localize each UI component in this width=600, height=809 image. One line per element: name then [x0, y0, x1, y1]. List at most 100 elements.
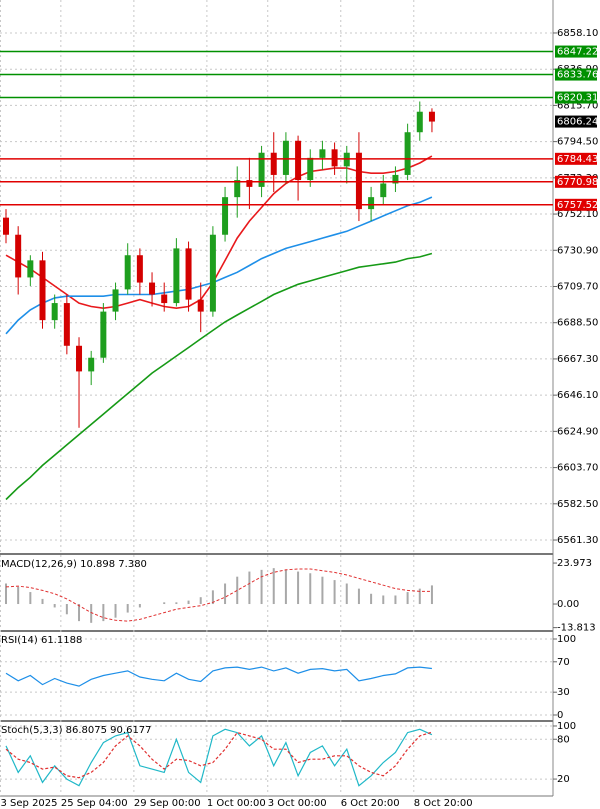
histogram-bar — [418, 588, 421, 605]
candle-body — [392, 174, 399, 184]
y-tick-label: 6688.50 — [557, 318, 598, 329]
x-tick-label: 3 Sep 2025 — [1, 798, 58, 809]
candle-body — [161, 294, 168, 304]
y-tick-label: 6624.90 — [557, 426, 598, 437]
histogram-bar — [260, 569, 263, 605]
histogram-bar — [199, 597, 202, 605]
x-tick-label: 25 Sep 04:00 — [61, 798, 128, 809]
candle-body — [428, 111, 435, 122]
y-tick-label: 70 — [557, 657, 570, 668]
y-tick-label: 6646.10 — [557, 390, 598, 401]
histogram-bar — [309, 573, 312, 605]
histogram-bar — [163, 602, 166, 605]
candle-body — [295, 140, 302, 181]
moving-average — [5, 196, 433, 335]
indicator-title: MACD(12,26,9) 10.898 7.380 — [1, 559, 147, 570]
x-tick-label: 6 Oct 20:00 — [341, 798, 400, 809]
histogram-bar — [333, 580, 336, 605]
indicator-line — [5, 731, 433, 779]
y-tick-label: 6667.30 — [557, 354, 598, 365]
candle-body — [319, 149, 326, 158]
candle-body — [27, 260, 34, 278]
y-tick-label: 6709.70 — [557, 281, 598, 292]
histogram-bar — [78, 604, 81, 622]
y-tick-label: 100 — [557, 634, 576, 645]
candle-body — [124, 255, 131, 290]
histogram-bar — [394, 595, 397, 605]
histogram-bar — [284, 569, 287, 605]
x-tick-label: 8 Oct 20:00 — [414, 798, 473, 809]
histogram-bar — [370, 593, 373, 605]
candle-body — [197, 299, 204, 312]
histogram-bar — [114, 604, 117, 618]
histogram-bar — [41, 598, 44, 605]
candle-body — [3, 217, 9, 235]
indicator-line — [5, 728, 433, 787]
candle-body — [282, 140, 289, 175]
candle-body — [100, 311, 107, 358]
y-tick-label: 6561.30 — [557, 535, 598, 546]
y-tick-label: 6730.90 — [557, 245, 598, 256]
histogram-bar — [248, 571, 251, 605]
candle-body — [222, 197, 229, 235]
candle-body — [149, 282, 156, 295]
candle-body — [39, 260, 46, 321]
histogram-bar — [297, 571, 300, 605]
x-tick-label: 3 Oct 00:00 — [268, 798, 327, 809]
candle-body — [15, 234, 22, 278]
y-tick-label: 0 — [557, 710, 563, 721]
candle-body — [234, 180, 241, 198]
candle-body — [88, 357, 95, 372]
x-tick-label: 1 Oct 00:00 — [207, 798, 266, 809]
y-tick-label: 6752.10 — [557, 209, 598, 220]
histogram-bar — [126, 604, 129, 613]
candle-body — [416, 111, 423, 133]
y-tick-label: -13.813 — [557, 623, 596, 634]
y-tick-label: 6794.50 — [557, 137, 598, 148]
histogram-bar — [65, 604, 68, 615]
histogram-bar — [272, 568, 275, 605]
histogram-bar — [224, 583, 227, 605]
last-price-box — [555, 115, 597, 128]
candle-body — [173, 248, 180, 304]
candle-body — [112, 289, 119, 312]
level-label: 6784.43 — [557, 154, 598, 165]
histogram-bar — [90, 604, 93, 623]
histogram-bar — [102, 604, 105, 622]
candle-body — [51, 303, 58, 321]
candle-body — [76, 345, 83, 372]
level-label-box — [555, 175, 597, 188]
candle-body — [185, 248, 192, 300]
level-label-box — [555, 198, 597, 211]
candle-body — [380, 183, 387, 198]
y-tick-label: 6858.10 — [557, 28, 598, 39]
level-label-box — [555, 45, 597, 58]
candle-body — [368, 197, 375, 210]
level-label: 6833.76 — [557, 70, 598, 81]
last-price-label: 6806.24 — [557, 117, 598, 128]
candle-body — [270, 152, 277, 175]
histogram-bar — [5, 583, 7, 605]
y-tick-label: 6815.70 — [557, 100, 598, 111]
signal-line — [5, 568, 432, 622]
level-label: 6847.22 — [557, 47, 598, 58]
candle-body — [404, 132, 411, 175]
y-tick-label: 0.00 — [557, 599, 579, 610]
histogram-bar — [321, 576, 324, 605]
y-tick-label: 100 — [557, 721, 576, 732]
candle-body — [307, 157, 314, 181]
indicator-line — [5, 666, 432, 687]
histogram-bar — [406, 592, 409, 605]
y-tick-label: 6603.70 — [557, 463, 598, 474]
histogram-bar — [175, 602, 178, 605]
y-tick-label: 30 — [557, 687, 570, 698]
y-tick-label: 23.973 — [557, 558, 592, 569]
indicator-title: Stoch(5,3,3) 86.8075 90.6177 — [1, 725, 152, 736]
candle-body — [355, 152, 362, 210]
level-label-box — [555, 91, 597, 104]
indicator-title: RSI(14) 61.1188 — [1, 635, 82, 646]
candle-body — [209, 234, 216, 312]
level-label: 6820.31 — [557, 93, 598, 104]
